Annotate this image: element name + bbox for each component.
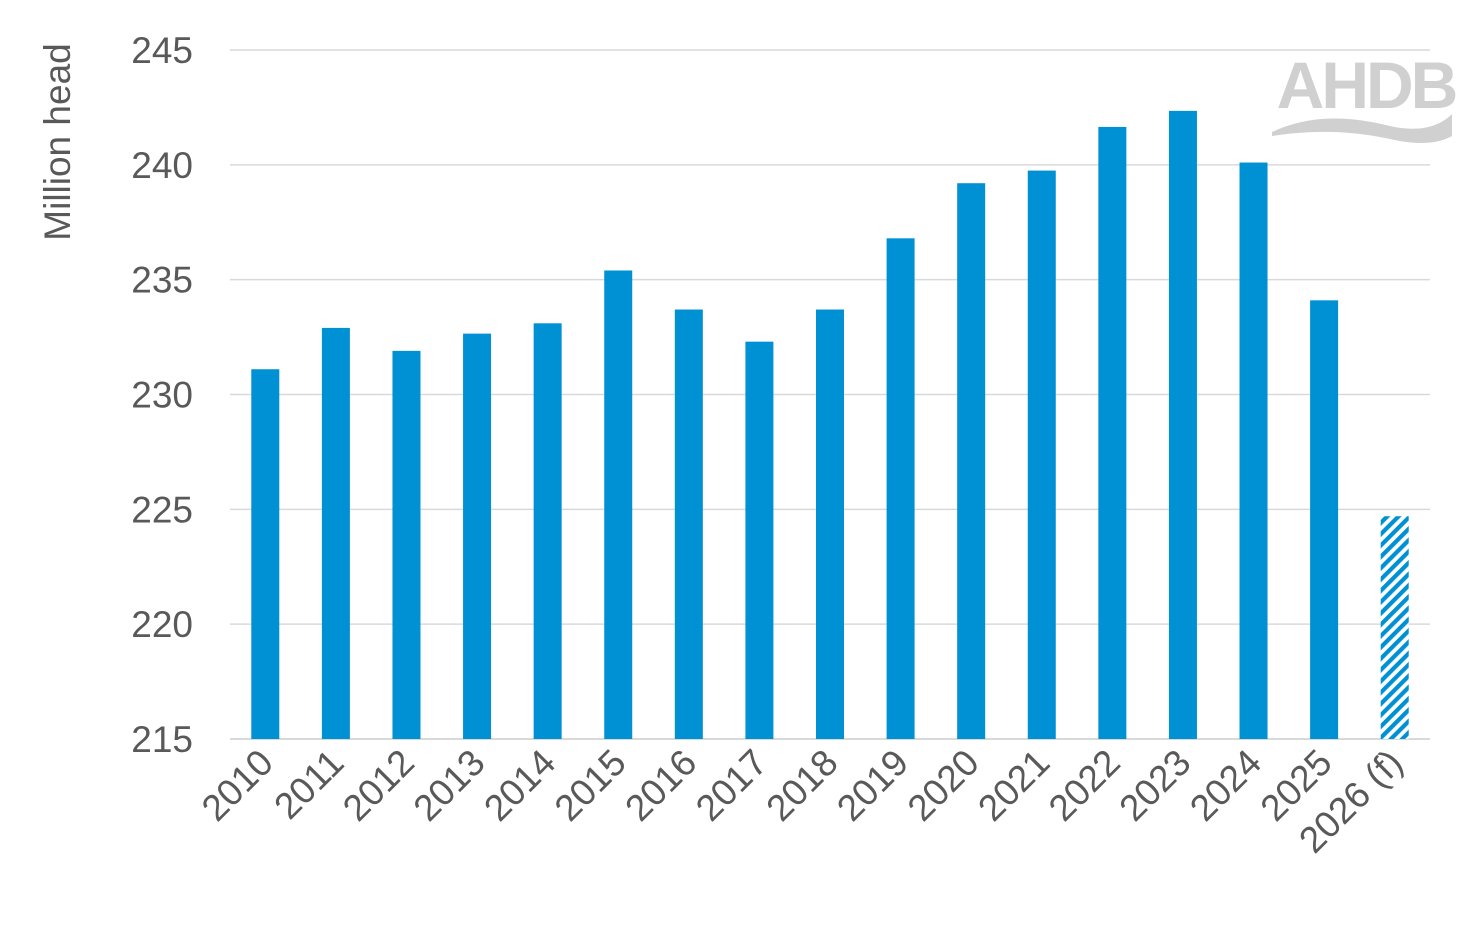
gridlines [230,49,1430,740]
x-tick-label: 2022 [1041,742,1128,829]
y-tick-label: 235 [131,260,193,301]
bar [1168,110,1197,739]
bar [604,270,633,739]
x-tick-label: 2024 [1182,742,1269,829]
y-tick-label: 245 [131,30,193,71]
bar [533,323,562,739]
y-tick-label: 225 [131,489,193,530]
x-tick-label: 2010 [194,742,281,829]
ahdb-logo: AHDB [1272,48,1459,143]
bar [1239,162,1268,739]
y-axis-label: Million head [37,43,78,240]
x-tick-label: 2021 [970,742,1057,829]
logo-wave-icon [1272,114,1452,143]
bar [1027,170,1056,739]
y-tick-label: 240 [131,145,193,186]
ahdb-logo-text: AHDB [1277,48,1456,122]
bar [886,238,915,739]
bars [251,110,1409,739]
bar [745,341,774,739]
bar [321,327,350,739]
x-tick-label: 2014 [476,742,563,829]
bar [463,333,492,739]
bar-forecast [1380,516,1409,739]
y-axis-ticks: 215 220 225 230 235 240 245 [131,30,193,760]
bar [1310,300,1339,739]
x-tick-label: 2016 [617,742,704,829]
y-tick-label: 215 [131,719,193,760]
x-tick-label: 2013 [406,742,493,829]
bar [957,183,986,739]
x-tick-label: 2015 [547,742,634,829]
x-tick-label: 2012 [335,742,422,829]
y-tick-label: 230 [131,375,193,416]
y-tick-label: 220 [131,604,193,645]
x-tick-label: 2020 [900,742,987,829]
x-tick-label: 2017 [688,742,775,829]
x-tick-label: 2011 [266,742,351,827]
bar [674,309,703,739]
x-tick-label: 2023 [1111,742,1198,829]
bar [816,309,844,739]
x-tick-label: 2019 [829,742,916,829]
x-tick-label: 2018 [758,742,845,829]
bar [1098,126,1127,739]
bar [392,350,421,739]
bar [251,369,280,739]
x-axis-ticks: 2010201120122013201420152016201720182019… [194,742,1411,861]
